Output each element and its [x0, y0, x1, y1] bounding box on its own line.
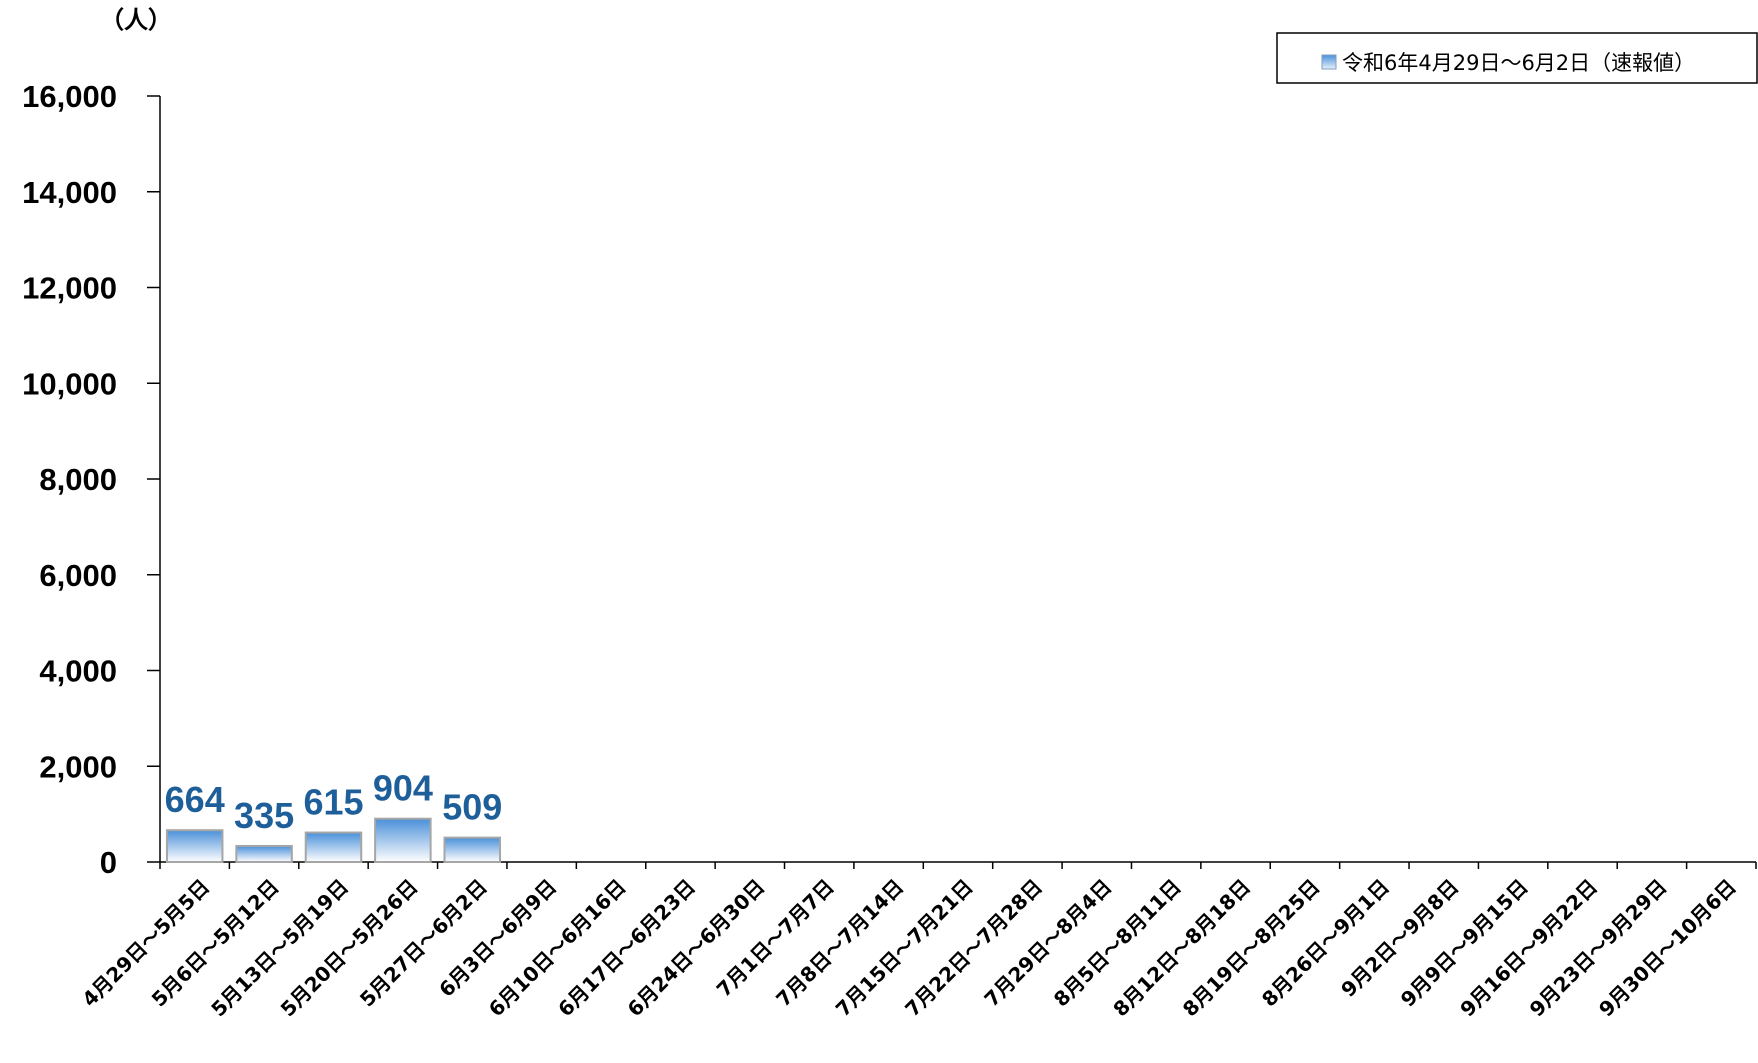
x-tick-label: 5月27日～6月2日	[355, 875, 492, 1012]
bar	[374, 817, 432, 864]
y-tick-label: 4,000	[39, 654, 117, 689]
x-tick-label: 4月29日～5月5日	[77, 875, 214, 1012]
bar	[443, 836, 502, 864]
y-axis-unit: （人）	[100, 6, 172, 34]
x-tick-label: 9月30日～10月6日	[1594, 875, 1741, 1022]
x-tick-label: 7月29日～8月4日	[979, 875, 1116, 1012]
y-tick-label: 12,000	[22, 271, 117, 306]
y-tick-label: 14,000	[22, 175, 117, 210]
x-tick-label: 7月8日～7月14日	[771, 875, 908, 1012]
x-tick-label: 9月9日～9月15日	[1396, 875, 1533, 1012]
data-label: 615	[303, 782, 363, 823]
bar	[165, 829, 224, 863]
legend-label: 令和6年4月29日～6月2日（速報値）	[1342, 51, 1695, 75]
y-axis: 0 2,000 4,000 6,000 8,000 10,000 12,000 14,000 1…	[22, 79, 161, 880]
x-axis: 4月29日～5月5日5月6日～5月12日5月13日～5月19日5月20日～5月2…	[77, 861, 1757, 1022]
bar	[304, 831, 363, 864]
y-tick-label: 10,000	[22, 366, 117, 401]
x-tick-label: 8月26日～9月1日	[1257, 875, 1394, 1012]
data-labels: 664 335 615 904 509	[165, 768, 503, 836]
bar	[235, 844, 293, 863]
legend-box	[1276, 32, 1758, 84]
y-tick-label: 16,000	[22, 79, 117, 114]
y-tick-label: 0	[100, 845, 117, 880]
x-tick-label: 6月3日～6月9日	[434, 875, 561, 1002]
y-tick-label: 8,000	[39, 462, 117, 497]
x-tick-label: 5月6日～5月12日	[147, 875, 284, 1012]
legend-swatch	[1321, 54, 1337, 70]
y-tick-label: 6,000	[39, 558, 117, 593]
data-label: 664	[165, 779, 225, 820]
bars	[165, 817, 502, 864]
y-tick-label: 2,000	[39, 749, 117, 784]
data-label: 509	[442, 787, 502, 828]
x-tick-label: 8月5日～8月11日	[1049, 875, 1186, 1012]
legend: 令和6年4月29日～6月2日（速報値）	[1276, 32, 1758, 84]
data-label: 904	[373, 768, 433, 809]
data-label: 335	[234, 795, 294, 836]
x-tick-label: 7月1日～7月7日	[712, 875, 839, 1002]
x-tick-label: 9月2日～9月8日	[1336, 875, 1463, 1002]
